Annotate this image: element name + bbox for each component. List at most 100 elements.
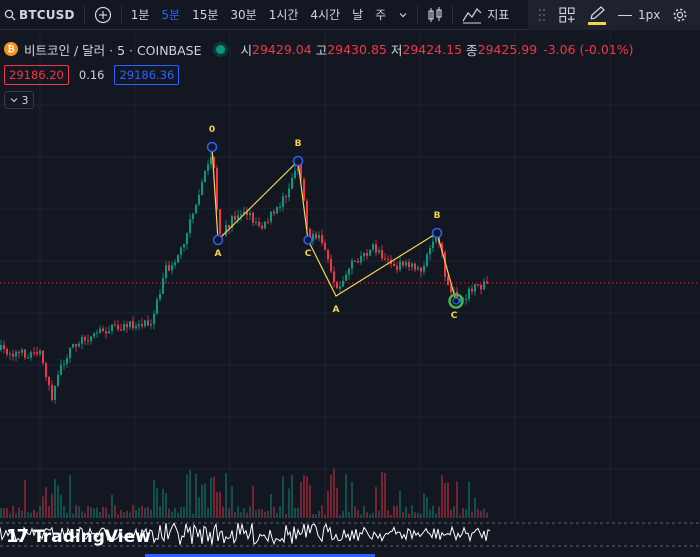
volume-bars [0, 468, 488, 518]
candle-body [66, 358, 68, 364]
tradingview-logo[interactable]: 17 TradingView [6, 526, 151, 547]
volume-bar [381, 472, 383, 518]
candle-body [369, 249, 371, 256]
candle-body [27, 357, 29, 359]
candle-body [237, 215, 239, 220]
toolbar-divider [120, 5, 122, 24]
drag-handle[interactable] [532, 0, 552, 30]
interval-day[interactable]: 날 [352, 8, 364, 22]
volume-bar [468, 481, 470, 518]
symbol-title[interactable]: 비트코인 / 달러 · 5 · COINBASE [24, 42, 202, 58]
candle-body [384, 258, 386, 260]
volume-bar [48, 506, 50, 518]
volume-bar [441, 474, 443, 518]
line-color-button[interactable] [582, 0, 612, 30]
candle-body [399, 261, 401, 270]
volume-bar [132, 505, 134, 518]
volume-bar [96, 507, 98, 518]
volume-bar [366, 512, 368, 518]
interval-30m[interactable]: 30분 [230, 8, 257, 22]
candle-body [477, 284, 479, 286]
candle-body [354, 260, 356, 262]
volume-bar [297, 507, 299, 518]
interval-week[interactable]: 주 [375, 8, 387, 22]
elliott-wave-drawing[interactable]: 0 A B C A B C [206, 125, 464, 321]
candle-body [132, 321, 134, 329]
tradingview-wordmark: TradingView [33, 526, 151, 547]
wave-point-handle [212, 234, 224, 246]
indicators-button[interactable]: 지표 [456, 0, 515, 30]
volume-bar [264, 511, 266, 518]
volume-bar [159, 506, 161, 518]
candle-body [111, 324, 113, 332]
spread-value: 0.16 [78, 68, 105, 82]
volume-bar [333, 468, 335, 518]
wave-segment-1 [211, 146, 309, 242]
volume-bar [126, 510, 128, 518]
sell-button[interactable]: 29186.20 [4, 65, 69, 85]
interval-1h[interactable]: 1시간 [268, 8, 299, 22]
volume-bar [102, 506, 104, 518]
volume-bar [303, 475, 305, 518]
candle-body [423, 265, 425, 272]
compare-button[interactable] [88, 0, 118, 30]
layout-grid-icon [559, 7, 575, 23]
settings-button[interactable] [666, 0, 694, 30]
indicators-collapse-toggle[interactable]: 3 [4, 91, 34, 109]
volume-bar [378, 510, 380, 518]
interval-15m[interactable]: 15분 [192, 8, 219, 22]
candle-body [120, 329, 122, 331]
candle-body [345, 274, 347, 281]
volume-bar [354, 506, 356, 518]
candle-body [291, 177, 293, 189]
volume-bar [147, 507, 149, 518]
templates-button[interactable] [552, 0, 582, 30]
volume-bar [6, 508, 8, 518]
candle-body [39, 350, 41, 355]
time-scrollbar[interactable] [145, 554, 375, 557]
candle-body [51, 384, 53, 401]
candle-body [276, 207, 278, 214]
candles-icon [428, 6, 442, 22]
bitcoin-logo-icon: ₿ [4, 42, 18, 56]
candle-body [183, 244, 185, 248]
chevron-down-icon [10, 98, 17, 103]
interval-dropdown[interactable] [392, 0, 414, 30]
candle-body [321, 235, 323, 243]
interval-4h[interactable]: 4시간 [310, 8, 341, 22]
volume-bar [228, 508, 230, 518]
candle-body [186, 233, 188, 245]
candle-body [372, 244, 374, 250]
volume-bar [168, 508, 170, 518]
volume-bar [369, 514, 371, 518]
candle-body [282, 196, 284, 207]
line-width-button[interactable]: 1px [612, 0, 666, 30]
wave-label: 0 [209, 125, 215, 135]
volume-bar [192, 513, 194, 518]
candle-body [375, 244, 377, 253]
candle-body [189, 219, 191, 234]
candle-body [297, 163, 299, 171]
volume-bar [483, 508, 485, 518]
buy-button[interactable]: 29186.36 [114, 65, 180, 85]
volume-bar [411, 505, 413, 518]
candle-body [150, 324, 152, 326]
interval-1m[interactable]: 1분 [130, 8, 150, 22]
symbol-search-button[interactable]: BTCUSD [0, 0, 81, 30]
volume-bar [348, 511, 350, 518]
volume-bar [216, 492, 218, 518]
search-icon [4, 9, 16, 20]
interval-5m[interactable]: 5분 [161, 8, 181, 22]
candle-body [54, 385, 56, 401]
volume-bar [243, 508, 245, 518]
candle-body [243, 211, 245, 215]
candle-body [126, 324, 128, 328]
volume-bar [54, 479, 56, 518]
volume-bar [456, 481, 458, 518]
candle-body [156, 299, 158, 314]
volume-bar [111, 494, 113, 518]
symbol-legend: ₿ 비트코인 / 달러 · 5 · COINBASE 시 29429.04 고 29… [0, 38, 634, 60]
chart-type-button[interactable] [421, 0, 449, 30]
candle-body [255, 221, 257, 223]
